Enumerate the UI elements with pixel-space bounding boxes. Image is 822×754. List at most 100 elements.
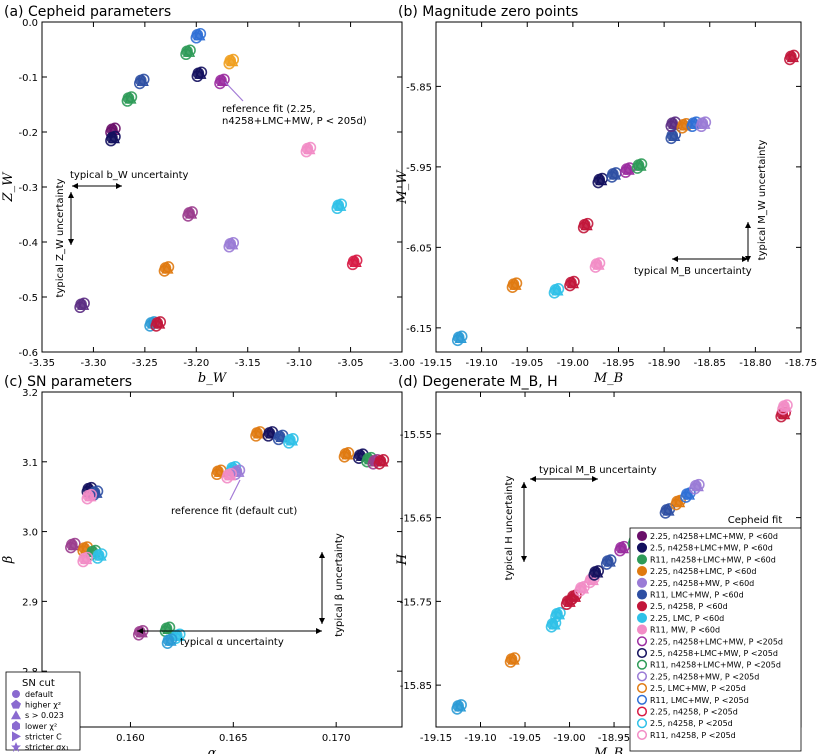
legend-label: R11, MW, P <60d	[650, 626, 720, 635]
x-axis-label: M_B	[593, 746, 623, 754]
y-tick-label: -6.05	[406, 243, 432, 254]
legend-marker	[636, 671, 648, 682]
legend-marker	[636, 601, 648, 612]
reference-arrow	[229, 479, 241, 501]
data-marker	[507, 278, 520, 290]
data-marker	[106, 131, 118, 144]
panel-title: (c) SN parameters	[4, 374, 132, 390]
legend-marker	[636, 542, 648, 553]
data-marker	[551, 607, 563, 620]
annotation-text: typical b_W uncertainty	[70, 170, 188, 181]
y-tick-label: -6.15	[406, 324, 432, 335]
legend-label: 2.25, n4258, P <205d	[650, 708, 738, 717]
data-marker	[263, 427, 276, 439]
legend-label: 2.5, LMC+MW, P <205d	[650, 684, 746, 693]
legend-label: R11, n4258+LMC+MW, P <205d	[650, 661, 781, 670]
annotation-text: typical β uncertainty	[334, 533, 345, 637]
legend-marker	[636, 659, 648, 670]
annotation-text: typical M_W uncertainty	[757, 140, 768, 261]
data-point	[665, 116, 682, 133]
data-marker	[696, 117, 709, 130]
data-point	[338, 447, 355, 463]
annotation-text: typical M_B uncertainty	[634, 266, 752, 277]
data-point	[631, 158, 648, 174]
legend-marker	[636, 636, 648, 647]
annotation-text: typical Z_W uncertainty	[55, 178, 66, 297]
x-tick-label: -3.35	[29, 358, 55, 369]
pentagon-icon	[11, 699, 21, 709]
data-point	[588, 565, 605, 581]
legend-label: 2.5, n4258, P <205d	[650, 719, 733, 728]
data-marker	[181, 45, 193, 58]
legend-marker	[636, 566, 648, 577]
data-point	[223, 53, 240, 70]
legend-label: 2.25, LMC, P <60d	[650, 614, 724, 623]
x-tick-label: -19.05	[511, 358, 543, 369]
x-tick-label: -19.15	[420, 733, 452, 744]
y-tick-label: 3.2	[22, 388, 38, 399]
annotation-text: typical M_B uncertainty	[539, 465, 657, 476]
x-tick-label: -19.15	[420, 358, 452, 369]
uncertainty-arrow-head	[592, 476, 598, 482]
data-point	[373, 453, 390, 470]
data-point	[283, 433, 299, 449]
data-marker	[505, 653, 518, 665]
x-axis-label: b_W	[198, 371, 228, 386]
y-tick-label: 2.9	[22, 597, 38, 608]
y-axis-label: β	[1, 556, 16, 565]
data-point	[150, 316, 167, 332]
y-tick-label: -5.95	[406, 163, 432, 174]
data-marker	[452, 331, 465, 344]
legend-title: Cepheid fit	[728, 515, 783, 526]
legend-label: default	[25, 690, 53, 699]
legend-box	[629, 527, 802, 752]
data-marker	[565, 276, 577, 289]
data-marker	[78, 552, 90, 565]
data-point	[614, 540, 630, 557]
data-point	[182, 206, 198, 222]
data-marker	[134, 74, 147, 87]
x-tick-label: -3.10	[286, 358, 312, 369]
data-marker	[339, 448, 352, 460]
data-marker	[567, 590, 579, 602]
data-point	[65, 537, 81, 554]
data-marker	[215, 74, 227, 87]
data-point	[169, 628, 186, 645]
data-marker	[212, 465, 224, 478]
legend-label: 2.5, n4258+LMC+MW, P <205d	[650, 649, 778, 658]
y-tick-label: -15.75	[400, 597, 432, 608]
data-marker	[549, 284, 562, 296]
data-marker	[632, 159, 645, 171]
data-point	[606, 167, 622, 183]
annotation-text: n4258+LMC+MW, P < 205d)	[222, 116, 367, 127]
y-tick-label: -0.1	[18, 73, 38, 84]
legend-title: SN cut	[22, 678, 55, 689]
triangle-icon	[11, 710, 21, 720]
x-tick-label: -18.95	[598, 733, 630, 744]
data-point	[221, 467, 237, 484]
uncertainty-arrow-head	[530, 476, 536, 482]
legend-label: s > 0.023	[25, 711, 64, 720]
hexagon-icon	[12, 720, 20, 731]
data-marker	[374, 454, 387, 467]
data-marker	[601, 555, 614, 567]
panel-title: (a) Cepheid parameters	[4, 4, 171, 20]
data-marker	[151, 317, 164, 329]
data-point	[659, 503, 676, 519]
data-point	[506, 277, 523, 293]
x-axis-label: M_B	[593, 371, 623, 386]
data-marker	[332, 199, 345, 212]
y-axis-label: H	[395, 553, 410, 566]
data-marker	[122, 92, 135, 104]
data-point	[191, 66, 208, 83]
x-tick-label: -18.75	[785, 358, 817, 369]
data-marker	[681, 488, 693, 500]
x-tick-label: -3.30	[80, 358, 106, 369]
data-point	[346, 254, 363, 271]
y-tick-label: 3.1	[22, 458, 38, 469]
data-marker	[615, 541, 627, 554]
legend-marker	[636, 729, 648, 740]
data-point	[564, 275, 580, 292]
